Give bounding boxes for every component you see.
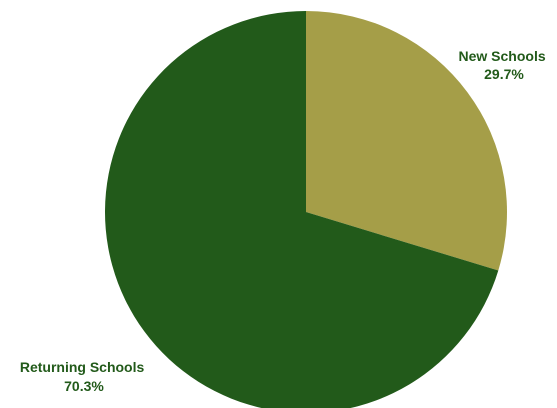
slice-name-returning-schools: Returning Schools <box>20 359 145 375</box>
slice-percent-new-schools: 29.7% <box>484 66 524 82</box>
slice-name-new-schools: New Schools <box>458 48 545 64</box>
slice-label-returning-schools: Returning Schools 70.3% <box>20 359 148 394</box>
slice-label-new-schools: New Schools 29.7% <box>458 48 549 82</box>
pie-slices <box>105 11 507 408</box>
pie-slice-returning-schools <box>105 11 499 408</box>
slice-percent-returning-schools: 70.3% <box>64 378 104 394</box>
pie-slice-new-schools <box>306 11 507 271</box>
